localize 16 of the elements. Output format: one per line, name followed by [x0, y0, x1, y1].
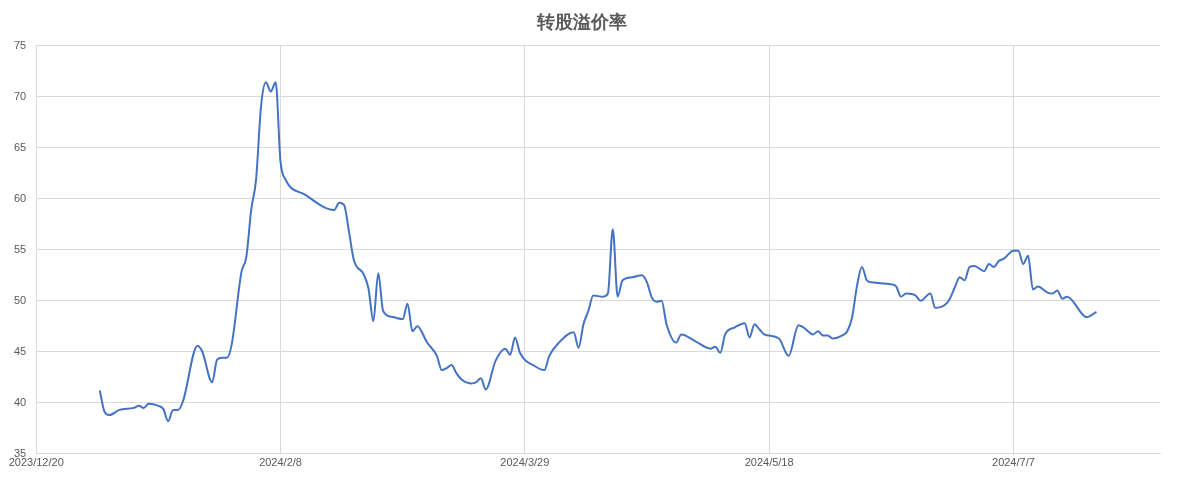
y-tick-label: 75	[13, 38, 27, 51]
x-tick-label: 2024/7/7	[992, 456, 1035, 469]
y-tick-label: 60	[13, 191, 27, 204]
x-tick-label: 2024/3/29	[500, 456, 550, 469]
chart-title: 转股溢价率	[536, 11, 627, 32]
x-tick-label: 2024/5/18	[744, 456, 794, 469]
x-tick-label: 2023/12/20	[8, 456, 64, 469]
line-series	[98, 81, 1098, 423]
y-tick-label: 35	[13, 446, 27, 459]
x-tick-label: 2024/2/8	[259, 456, 302, 469]
y-tick-label: 55	[13, 242, 27, 255]
y-tick-label: 40	[13, 395, 27, 408]
y-tick-label: 65	[13, 140, 27, 153]
y-tick-label: 45	[13, 344, 27, 357]
y-tick-label: 70	[13, 89, 27, 102]
y-tick-label: 50	[13, 293, 27, 306]
